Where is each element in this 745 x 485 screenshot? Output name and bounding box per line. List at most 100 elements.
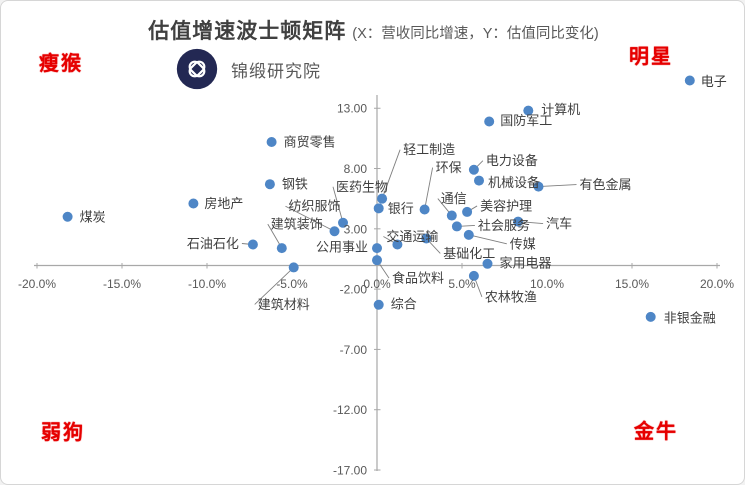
data-point-label: 银行 (388, 201, 414, 216)
data-point-label: 汽车 (546, 216, 572, 231)
data-point[interactable] (372, 255, 382, 266)
data-point[interactable] (468, 270, 479, 281)
data-point-label: 商贸零售 (284, 134, 336, 149)
data-point[interactable] (329, 226, 340, 237)
chart-title: 估值增速波士顿矩阵 (148, 20, 347, 43)
x-axis-tick-label: -15.0% (103, 277, 141, 291)
leader-line (381, 149, 401, 199)
data-point[interactable] (266, 136, 277, 147)
data-point[interactable] (451, 221, 462, 232)
y-axis-tick-label: -7.00 (340, 343, 368, 357)
data-point[interactable] (276, 243, 287, 254)
data-point[interactable] (392, 239, 403, 250)
y-axis-tick-label: -2.00 (340, 283, 368, 297)
data-point-label: 电力设备 (486, 153, 538, 168)
data-point[interactable] (513, 216, 524, 227)
data-point[interactable] (484, 116, 495, 127)
jinduan-logo: 锦缎研究院 (175, 47, 321, 91)
data-point[interactable] (264, 179, 275, 190)
data-point[interactable] (188, 198, 199, 209)
data-point-label: 综合 (391, 296, 417, 311)
data-point-label: 煤炭 (80, 209, 106, 224)
data-point[interactable] (482, 258, 493, 269)
quadrant-label-bottom-right: 金牛 (634, 421, 678, 443)
data-point[interactable] (247, 239, 258, 250)
logo-circle (176, 48, 218, 90)
data-point-label: 国防军工 (500, 113, 552, 128)
leader-line (285, 205, 335, 232)
data-point-label: 传媒 (510, 236, 536, 251)
data-point[interactable] (533, 181, 544, 192)
data-point-label: 计算机 (541, 102, 580, 117)
data-point-label: 建筑装饰 (271, 217, 323, 232)
data-point-label: 机械设备 (488, 175, 540, 190)
data-point[interactable] (421, 233, 432, 244)
data-point-label: 电子 (701, 74, 727, 89)
quadrant-label-bottom-left: 弱狗 (41, 422, 85, 444)
chart-title-row: 估值增速波士顿矩阵 (X：营收同比增速，Y：估值同比变化) (1, 15, 744, 45)
x-axis-tick-label: -10.0% (188, 277, 226, 291)
data-points (62, 75, 695, 322)
x-axis-tick-label: 15.0% (615, 277, 649, 291)
leader-line (538, 184, 577, 188)
data-point-label: 有色金属 (580, 177, 632, 192)
data-point-label: 房地产 (204, 196, 243, 211)
leader-line (424, 167, 434, 210)
logo-knot-icon (176, 48, 218, 90)
data-point[interactable] (62, 211, 73, 222)
y-axis-tick-label: -17.00 (333, 464, 367, 478)
data-point-label: 钢铁 (282, 177, 308, 192)
data-point[interactable] (372, 243, 382, 254)
data-point-label: 环保 (436, 160, 462, 175)
leader-line (254, 267, 295, 305)
data-point[interactable] (463, 229, 474, 240)
data-point[interactable] (338, 217, 348, 228)
data-point[interactable] (373, 203, 384, 214)
data-point[interactable] (474, 175, 484, 186)
data-point[interactable] (462, 206, 473, 217)
x-axis-tick-label: -5.0% (276, 277, 308, 291)
x-axis-tick-label: 20.0% (700, 277, 734, 291)
data-point[interactable] (377, 193, 388, 204)
data-point-label: 基础化工 (443, 246, 495, 261)
data-point-label: 食品饮料 (392, 271, 444, 286)
data-point-label: 社会服务 (478, 218, 530, 233)
x-axis-tick-label: 5.0% (448, 277, 476, 291)
leader-lines (241, 149, 577, 305)
data-point[interactable] (288, 262, 299, 273)
data-point-label: 石油石化 (187, 236, 239, 251)
axes (34, 95, 720, 471)
data-point-label: 通信 (441, 191, 467, 206)
data-point-label: 非银金融 (664, 310, 716, 325)
data-point[interactable] (468, 164, 479, 175)
leader-line (332, 186, 344, 223)
data-point-label: 公用事业 (316, 240, 368, 255)
data-point-label: 美容护理 (480, 198, 532, 213)
chart-subtitle: (X：营收同比增速，Y：估值同比变化) (352, 26, 599, 42)
logo-text: 锦缎研究院 (231, 61, 321, 81)
data-point-label: 农林牧渔 (485, 289, 537, 304)
x-axis-tick-label: -20.0% (18, 277, 56, 291)
data-point[interactable] (446, 210, 457, 221)
data-point-label: 家用电器 (500, 255, 552, 270)
data-point[interactable] (645, 311, 656, 322)
leader-line (468, 234, 507, 245)
y-axis-tick-label: -12.00 (333, 403, 367, 417)
data-point[interactable] (419, 204, 430, 215)
data-point[interactable] (523, 105, 534, 116)
data-point-label: 交通运输 (386, 229, 438, 244)
data-point-label: 轻工制造 (403, 142, 455, 157)
data-point[interactable] (684, 75, 695, 86)
data-point-label: 纺织服饰 (289, 199, 341, 214)
data-point[interactable] (373, 299, 384, 310)
quadrant-label-top-right: 明星 (629, 46, 673, 68)
y-axis-tick-label: 3.00 (344, 222, 368, 236)
x-axis-tick-label: 10.0% (530, 277, 564, 291)
y-axis-tick-label: 13.00 (337, 102, 367, 116)
y-axis-tick-label: 8.00 (344, 162, 368, 176)
labels: -20.0% -15.0% -10.0% -5.0% 0.0% 5.0% 10.0% 15.0… (18, 74, 734, 478)
x-axis-tick-label: 0.0% (363, 277, 391, 291)
quadrant-label-top-left: 瘦猴 (39, 53, 83, 75)
